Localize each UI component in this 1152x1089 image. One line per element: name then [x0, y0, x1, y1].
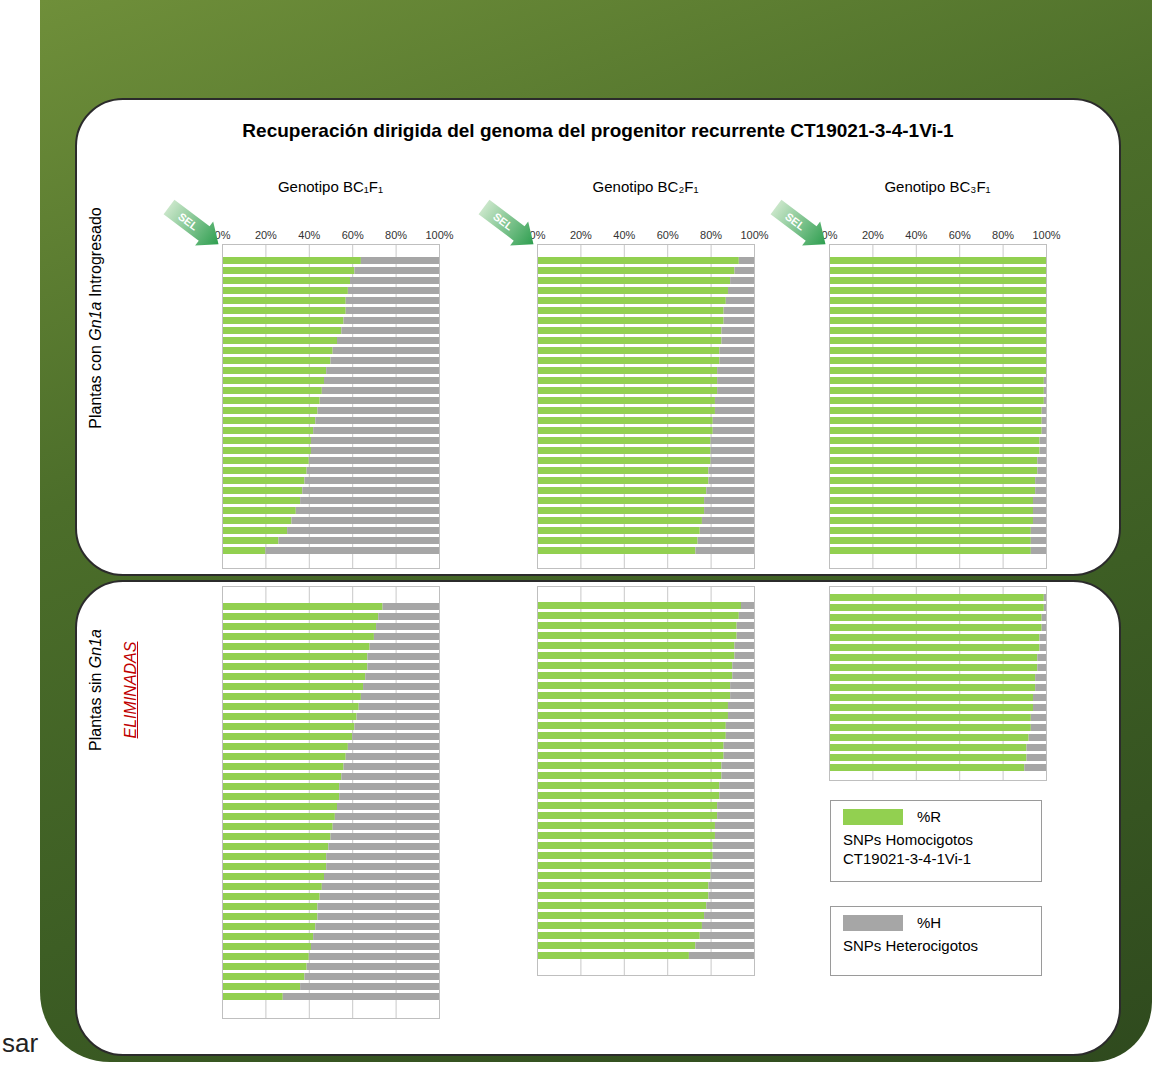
html-text:%H: %H [917, 914, 942, 931]
html-text:sar: sar [2, 1028, 39, 1058]
svg-text:60%: 60% [949, 229, 971, 241]
svg-text:20%: 20% [255, 229, 277, 241]
html-text:Introgresado: Introgresado [87, 207, 104, 302]
html-text:%R: %R [917, 808, 942, 825]
html-text:CT19021-3-4-1Vi-1: CT19021-3-4-1Vi-1 [843, 850, 972, 867]
svg-text:40%: 40% [298, 229, 320, 241]
svg-text:80%: 80% [700, 229, 722, 241]
html-text:Genotipo BC₂F₁: Genotipo BC₂F₁ [592, 178, 699, 195]
svg-text:SEL: SEL [176, 210, 201, 233]
html-text:Recuperación dirigida del geno: Recuperación dirigida del genoma del pro… [242, 120, 954, 141]
svg-text:0%: 0% [821, 228, 838, 241]
svg-text:60%: 60% [657, 229, 679, 241]
svg-text:0%: 0% [529, 228, 546, 241]
svg-text:40%: 40% [613, 229, 635, 241]
svg-text:20%: 20% [570, 229, 592, 241]
html-text:Genotipo BC₁F₁: Genotipo BC₁F₁ [277, 178, 384, 195]
svg-text:SEL: SEL [491, 210, 516, 233]
svg-text:100%: 100% [1032, 229, 1060, 241]
html-text:SNPs Homocigotos: SNPs Homocigotos [843, 831, 974, 848]
html-text:SNPs Heterocigotos: SNPs Heterocigotos [843, 937, 979, 954]
html-text:Gn1a: Gn1a [87, 629, 104, 669]
html-text:Gn1a: Gn1a [87, 301, 104, 341]
html-text:ELIMINADAS: ELIMINADAS [122, 641, 139, 739]
svg-text:0%: 0% [214, 228, 231, 241]
svg-text:80%: 80% [992, 229, 1014, 241]
svg-text:100%: 100% [425, 229, 453, 241]
svg-text:100%: 100% [740, 229, 768, 241]
html-text:Genotipo BC₃F₁: Genotipo BC₃F₁ [884, 178, 991, 195]
svg-text:20%: 20% [862, 229, 884, 241]
html-text:Plantas sin: Plantas sin [87, 668, 104, 751]
html-text:Plantas con: Plantas con [87, 340, 104, 429]
svg-text:SEL: SEL [783, 210, 808, 233]
svg-text:40%: 40% [905, 229, 927, 241]
svg-text:80%: 80% [385, 229, 407, 241]
svg-text:60%: 60% [342, 229, 364, 241]
